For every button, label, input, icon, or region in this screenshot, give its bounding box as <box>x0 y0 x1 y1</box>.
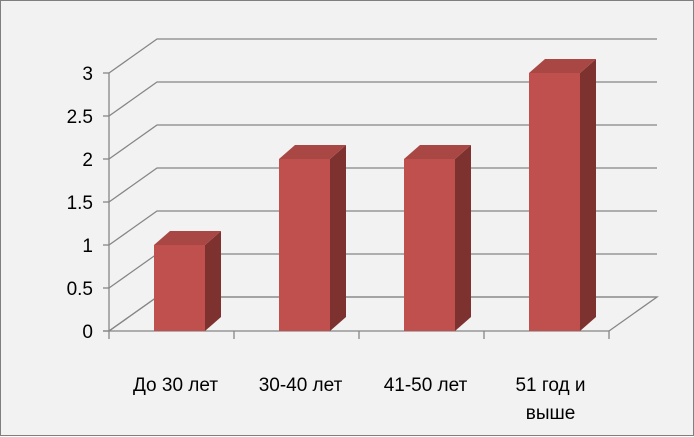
bar-top-face <box>404 145 471 159</box>
gridline <box>108 167 657 203</box>
x-tick-label: 30-40 лет <box>259 375 343 396</box>
bar <box>279 145 346 331</box>
bar <box>404 145 471 331</box>
x-tick-label: 41-50 лет <box>384 375 468 396</box>
x-axis-tick-labels: До 30 лет 30-40 лет 41-50 лет 51 год и выше <box>133 375 586 424</box>
gridline <box>108 124 657 160</box>
y-tick-label: 1.5 <box>67 193 93 214</box>
y-tick-label: 1 <box>82 236 93 257</box>
gridlines <box>103 38 657 339</box>
y-axis-tick-labels: 0 0.5 1 1.5 2 2.5 3 <box>67 64 93 343</box>
bar-front-face <box>529 73 580 331</box>
bar-top-face <box>154 231 221 245</box>
bar-front-face <box>154 245 205 331</box>
bar-side-face <box>580 59 596 331</box>
gridline <box>108 210 657 246</box>
gridline <box>108 81 657 117</box>
y-tick-label: 0 <box>82 322 93 343</box>
y-tick-label: 0.5 <box>67 279 93 300</box>
bar-top-face <box>279 145 346 159</box>
y-tick-label: 3 <box>82 64 93 85</box>
y-tick-label: 2.5 <box>67 107 93 128</box>
bars <box>154 59 596 331</box>
bar-side-face <box>330 145 346 331</box>
bar-front-face <box>279 159 330 331</box>
bar-front-face <box>404 159 455 331</box>
bar-side-face <box>455 145 471 331</box>
bar <box>529 59 596 331</box>
gridline <box>108 38 657 74</box>
x-tick-label: 51 год и выше <box>515 375 585 424</box>
x-tick-label: До 30 лет <box>133 375 218 396</box>
y-tick-label: 2 <box>82 150 93 171</box>
bar <box>154 231 221 331</box>
bar-side-face <box>205 231 221 331</box>
bar-top-face <box>529 59 596 73</box>
